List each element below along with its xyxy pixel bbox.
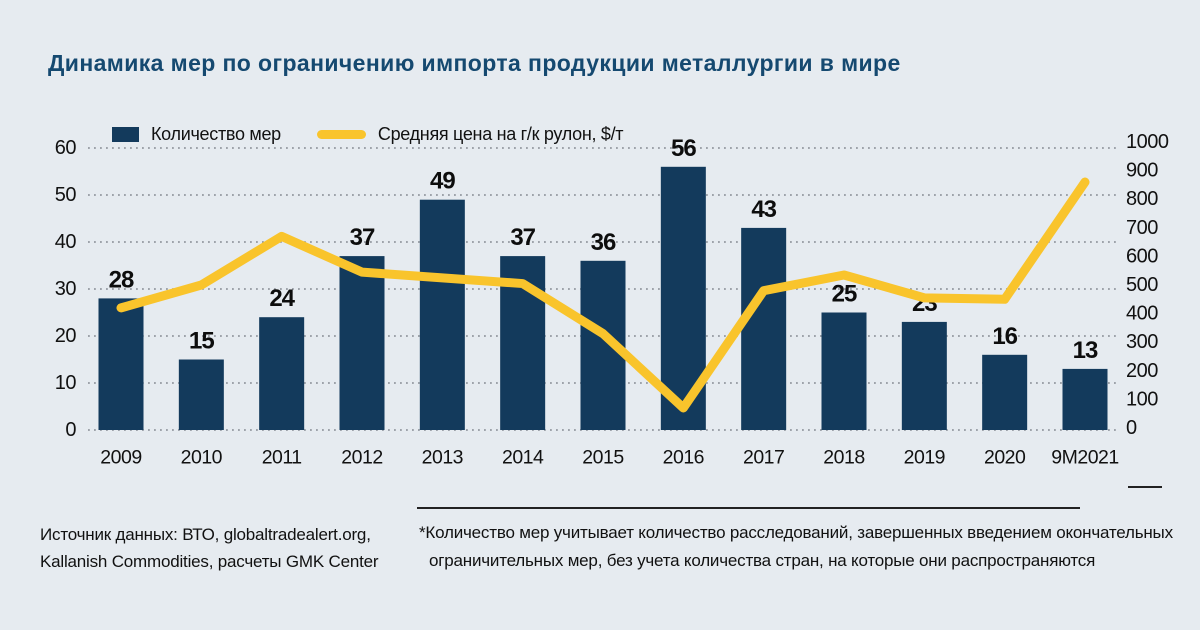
right-axis-tick: 900 (1126, 160, 1158, 182)
left-axis-tick: 40 (55, 231, 77, 253)
line-legend-swatch-icon (316, 129, 366, 139)
right-axis-tick: 0 (1126, 417, 1137, 439)
bar (901, 321, 947, 430)
bar-value-label: 37 (350, 224, 375, 251)
x-axis-label: 2020 (984, 447, 1026, 469)
bar-value-label: 24 (269, 285, 295, 312)
left-axis-tick: 10 (55, 372, 77, 394)
right-axis-tick: 800 (1126, 188, 1158, 210)
bar (339, 256, 385, 430)
bar (178, 359, 224, 430)
bar (741, 227, 787, 430)
chart-title: Динамика мер по ограничению импорта прод… (48, 50, 901, 76)
bar-value-label: 56 (671, 135, 696, 162)
legend: Количество мер Средняя цена на г/к рулон… (112, 123, 624, 145)
bar-value-label: 25 (832, 281, 857, 308)
x-axis-label: 2017 (743, 447, 784, 469)
right-axis-tick: 400 (1126, 303, 1158, 325)
left-axis-tick: 60 (55, 137, 77, 159)
x-axis-label: 9M2021 (1051, 447, 1118, 469)
price-line (116, 177, 1090, 413)
bar-value-label: 13 (1073, 337, 1098, 364)
right-axis-tick: 1000 (1126, 131, 1169, 153)
bar (98, 298, 144, 430)
bar-value-label: 28 (109, 266, 134, 293)
bar (982, 354, 1028, 430)
left-axis-tick: 20 (55, 325, 77, 347)
footnote-separator (417, 507, 1080, 509)
right-axis-tick: 200 (1126, 360, 1158, 382)
bar (821, 312, 867, 430)
x-axis-label: 2013 (422, 447, 463, 469)
x-axis-label: 2012 (341, 447, 382, 469)
x-axis-label: 2011 (262, 447, 302, 469)
bars-legend-swatch-icon (112, 126, 139, 142)
footnote-line-2: ограничительных мер, без учета количеств… (429, 551, 1096, 570)
x-axis-label: 2014 (502, 447, 544, 469)
data-source: Источник данных: ВТО, globaltradealert.o… (40, 521, 379, 575)
right-axis-tick: 700 (1126, 217, 1158, 239)
bar-value-label: 43 (751, 196, 776, 223)
bar-value-label: 16 (992, 323, 1017, 350)
axis-footer-dash (1128, 486, 1162, 488)
bar (419, 199, 465, 430)
left-axis-tick: 50 (55, 184, 77, 206)
right-axis-tick: 300 (1126, 331, 1158, 353)
bar-value-label: 49 (430, 168, 455, 195)
line-legend-label: Средняя цена на г/к рулон, $/т (377, 123, 624, 144)
x-axis-label: 2009 (100, 447, 141, 469)
right-axis-tick: 500 (1126, 274, 1158, 296)
bar (1062, 368, 1108, 430)
x-axis-label: 2016 (663, 447, 704, 469)
source-line-1: Источник данных: ВТО, globaltradealert.o… (40, 525, 371, 544)
right-axis-tick: 600 (1126, 245, 1158, 267)
x-axis-label: 2019 (904, 447, 945, 469)
x-axis-label: 2015 (582, 447, 624, 469)
bar (259, 317, 305, 430)
left-axis-tick: 30 (55, 278, 77, 300)
bar-value-label: 37 (510, 224, 535, 251)
bar-value-label: 15 (189, 328, 214, 355)
source-line-2: Kallanish Commodities, расчеты GMK Cente… (40, 552, 379, 571)
bars-legend-label: Количество мер (151, 123, 281, 144)
right-axis-tick: 100 (1126, 388, 1158, 410)
left-axis-tick: 0 (65, 419, 76, 441)
x-axis-label: 2010 (181, 447, 223, 469)
bar-value-label: 36 (591, 229, 616, 256)
x-axis-label: 2018 (823, 447, 864, 469)
footnote: *Количество мер учитывает количество рас… (419, 519, 1173, 575)
footnote-line-1: *Количество мер учитывает количество рас… (419, 523, 1173, 542)
